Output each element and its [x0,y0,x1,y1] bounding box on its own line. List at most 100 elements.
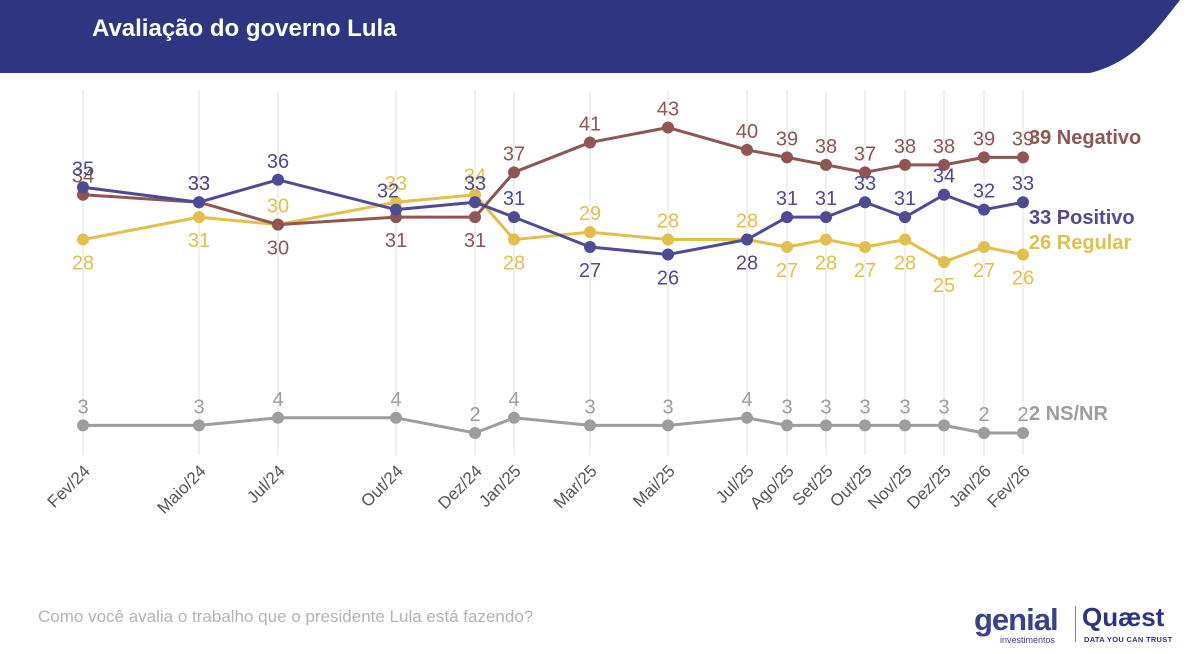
data-label-regular: 28 [503,253,525,275]
data-label-positivo: 31 [894,188,916,210]
series-end-label-positivo: 33 Positivo [1029,207,1135,229]
series-end-labels: 2 NS/NR 26 Regular 39 Negativo 33 Positivo [1029,127,1141,425]
data-point-nsnr [662,419,674,432]
data-label-regular: 31 [188,230,210,252]
data-label-negativo: 31 [385,230,407,252]
data-point-nsnr [508,411,520,424]
data-label-nsnr: 3 [859,396,870,418]
data-point-negativo [508,166,520,179]
data-point-negativo [820,158,832,171]
data-point-regular [77,233,89,246]
genial-logo-subtitle: investimentos [1000,635,1056,645]
series-lines [77,121,1029,439]
header-banner [0,0,1180,73]
series-line-negativo [82,126,1023,227]
data-point-regular [193,211,205,224]
x-tick-label: Jul/24 [243,461,289,507]
data-point-positivo [938,188,950,201]
data-label-positivo: 31 [815,188,837,210]
x-tick-label: Set/25 [789,461,837,509]
data-point-nsnr [390,411,402,424]
data-label-positivo: 33 [854,173,876,195]
survey-question: Como você avalia o trabalho que o presid… [38,607,534,626]
x-tick-label: Mar/25 [550,461,601,512]
data-point-regular [978,241,990,254]
data-point-negativo [584,136,596,149]
series-end-label-regular: 26 Regular [1029,232,1131,254]
data-point-negativo [938,158,950,171]
data-point-regular [938,255,950,268]
data-label-positivo: 33 [1012,173,1034,195]
data-point-nsnr [978,427,990,439]
data-label-regular: 28 [815,253,837,275]
data-label-regular: 34 [464,166,486,188]
data-point-negativo [741,143,753,156]
data-point-regular [584,226,596,239]
data-point-nsnr [899,419,911,432]
data-label-positivo: 35 [72,158,94,180]
genial-logo-word: genial [974,602,1059,637]
data-label-negativo: 39 [1012,128,1034,150]
data-label-positivo: 33 [188,173,210,195]
data-label-negativo: 31 [464,230,486,252]
data-label-regular: 33 [385,173,407,195]
series-end-label-negativo: 39 Negativo [1029,127,1141,149]
data-label-negativo: 41 [579,113,601,135]
x-tick-label: Fev/26 [984,461,1034,511]
data-label-nsnr: 3 [938,396,949,418]
data-label-positivo: 33 [464,173,486,195]
data-label-regular: 27 [854,260,876,282]
data-label-regular: 28 [894,253,916,275]
data-label-regular: 28 [736,211,758,233]
data-point-nsnr [741,411,753,424]
data-point-regular [781,241,793,254]
data-label-nsnr: 2 [469,404,480,426]
data-point-negativo [469,211,481,224]
data-label-negativo: 38 [894,136,916,158]
genial-logo: genial investimentos [974,602,1074,646]
data-label-positivo: 31 [776,188,798,210]
data-label-nsnr: 3 [820,396,831,418]
x-tick-label: Ago/25 [746,461,798,513]
data-point-positivo [469,196,481,209]
data-label-negativo: 39 [973,128,995,150]
data-point-positivo [899,211,911,224]
grid-lines [82,90,1024,455]
data-label-positivo: 32 [973,181,995,203]
data-label-regular: 28 [72,253,94,275]
data-point-negativo [781,151,793,164]
data-point-positivo [272,173,284,186]
data-label-positivo: 36 [267,151,289,173]
data-point-nsnr [1017,427,1029,439]
data-label-nsnr: 3 [781,396,792,418]
series-line-nsnr [83,416,1023,435]
data-label-negativo: 34 [72,166,94,188]
x-tick-label: Jan/26 [945,461,995,511]
data-label-nsnr: 2 [1017,404,1028,426]
data-label-regular: 27 [776,260,798,282]
data-point-negativo [859,166,871,179]
series-line-positivo [82,178,1024,256]
data-label-negativo: 37 [854,143,876,165]
data-label-nsnr: 4 [508,389,519,411]
data-label-nsnr: 3 [77,396,88,418]
data-point-positivo [1017,196,1029,209]
data-point-nsnr [272,411,284,424]
data-point-positivo [662,248,674,261]
data-label-regular: 29 [579,203,601,225]
data-point-negativo [662,121,674,134]
data-label-regular: 26 [1012,268,1034,290]
data-label-positivo: 27 [579,260,601,282]
logo-divider [1075,606,1076,642]
series-line-regular [82,193,1024,264]
quaest-logo: Quæst DATA YOU CAN TRUST [1082,602,1197,646]
data-label-positivo: 32 [377,181,399,203]
data-label-negativo: 40 [736,121,758,143]
data-point-nsnr [193,419,205,432]
data-label-nsnr: 2 [978,404,989,426]
data-point-nsnr [820,419,832,432]
data-label-negativo: 38 [933,136,955,158]
data-label-nsnr: 4 [272,389,283,411]
data-label-negativo: 43 [657,99,679,121]
data-label-nsnr: 4 [741,389,752,411]
